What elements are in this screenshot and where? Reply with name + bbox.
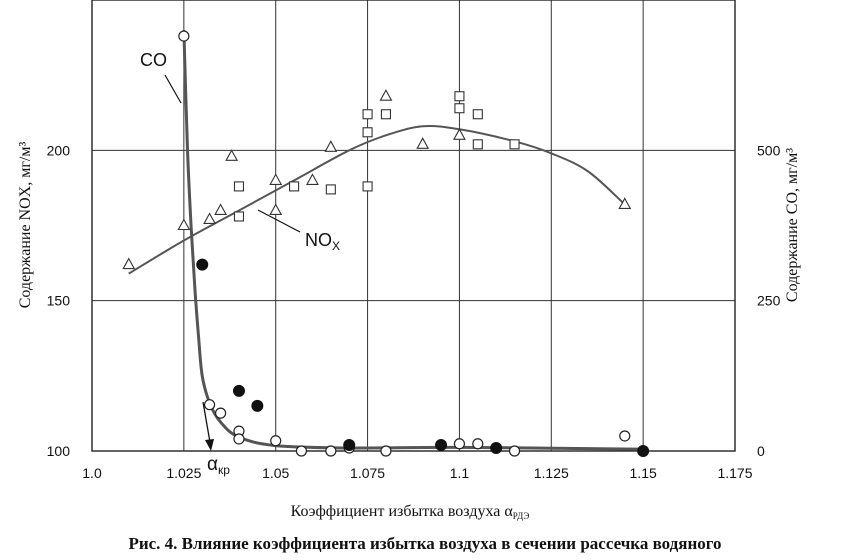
figure-caption: Рис. 4. Влияние коэффициента избытка воз… — [128, 534, 722, 553]
annotations: CO NOX αкр — [140, 50, 340, 477]
square-marker — [233, 211, 245, 222]
triangle-marker — [452, 128, 466, 140]
square-marker — [325, 184, 336, 195]
triangle-marker — [269, 173, 283, 185]
plot-frame — [91, 0, 736, 452]
triangle-marker — [203, 212, 217, 225]
y-right-tick-label: 500 — [757, 142, 781, 158]
open-circle-marker — [453, 438, 466, 450]
triangle-marker — [177, 218, 191, 231]
triangle-marker — [225, 149, 239, 161]
y-axis-right-label: Содержание CO, мг/м³ — [784, 148, 801, 302]
triangle-marker — [416, 137, 430, 149]
x-axis-label: Коэффициент избытка воздуха αРДЭ — [291, 503, 530, 521]
triangle-marker — [214, 203, 228, 216]
square-marker — [454, 103, 465, 114]
nox-annotation: NOX — [305, 230, 340, 253]
filled-circle-marker — [435, 438, 448, 451]
x-tick-label: 1.1 — [450, 465, 470, 481]
filled-circle-marker — [343, 438, 356, 451]
triangle-marker — [324, 140, 338, 152]
triangle-marker — [379, 89, 393, 101]
square-marker — [380, 109, 391, 120]
filled-circle-marker — [232, 384, 245, 397]
nox-leader — [257, 209, 301, 233]
open-circle-marker — [215, 407, 227, 419]
open-circle-marker — [295, 445, 308, 457]
open-circle-marker — [203, 399, 216, 411]
square-marker — [472, 139, 483, 150]
open-circle-marker — [178, 30, 190, 42]
filled-circle-marker — [251, 399, 264, 412]
square-marker — [362, 181, 373, 192]
triangle-marker — [122, 257, 136, 270]
filled-circle-marker — [196, 258, 209, 271]
triangle-marker — [269, 203, 283, 216]
data-markers — [122, 30, 650, 457]
x-tick-label: 1.175 — [717, 465, 752, 481]
square-marker — [362, 127, 373, 138]
open-circle-marker — [270, 435, 282, 447]
fit-curve — [182, 30, 644, 451]
grid-lines — [92, 0, 735, 451]
y-left-tick-label: 150 — [47, 293, 71, 309]
chart: 1.0 1.025 1.05 1.075 1.1 1.125 1.15 1.175 100 150… — [17, 0, 801, 521]
y-left-tick-label: 200 — [47, 142, 71, 158]
x-tick-label: 1.025 — [166, 465, 201, 481]
y-right-label-text: Содержание CO, мг/м³ — [784, 148, 801, 302]
y-axis-left-label: Содержание NOX, мг/м³ — [17, 142, 34, 309]
square-marker — [472, 109, 483, 120]
square-marker — [233, 181, 245, 192]
co-annotation: CO — [140, 50, 167, 70]
alpha-kr-annotation: αкр — [207, 454, 230, 477]
open-circle-marker — [472, 438, 484, 450]
y-left-tick-label: 100 — [47, 443, 71, 459]
square-marker — [454, 91, 465, 102]
fit-curve — [128, 124, 626, 275]
x-tick-label: 1.15 — [630, 465, 657, 481]
y-left-label-text: Содержание NOX, мг/м³ — [17, 142, 34, 309]
triangle-marker — [306, 173, 319, 185]
open-circle-marker — [325, 445, 337, 457]
x-tick-label: 1.075 — [350, 465, 385, 481]
co-leader — [164, 74, 182, 104]
y-right-tick-label: 0 — [757, 443, 765, 459]
x-tick-label: 1.0 — [82, 465, 102, 481]
x-tick-label: 1.05 — [262, 465, 289, 481]
open-circle-marker — [233, 433, 245, 445]
triangle-marker — [618, 197, 632, 210]
alpha-kr-arrowhead — [205, 439, 214, 451]
open-circle-marker — [619, 430, 631, 442]
tick-labels: 1.0 1.025 1.05 1.075 1.1 1.125 1.15 1.175 100 150… — [47, 142, 781, 481]
x-tick-label: 1.125 — [534, 465, 569, 481]
filled-circle-marker — [637, 445, 650, 457]
square-marker — [289, 181, 300, 192]
filled-circle-marker — [490, 441, 503, 454]
square-marker — [509, 139, 520, 150]
square-marker — [362, 109, 373, 120]
open-circle-marker — [508, 445, 521, 457]
open-circle-marker — [380, 445, 392, 457]
y-right-tick-label: 250 — [757, 293, 781, 309]
